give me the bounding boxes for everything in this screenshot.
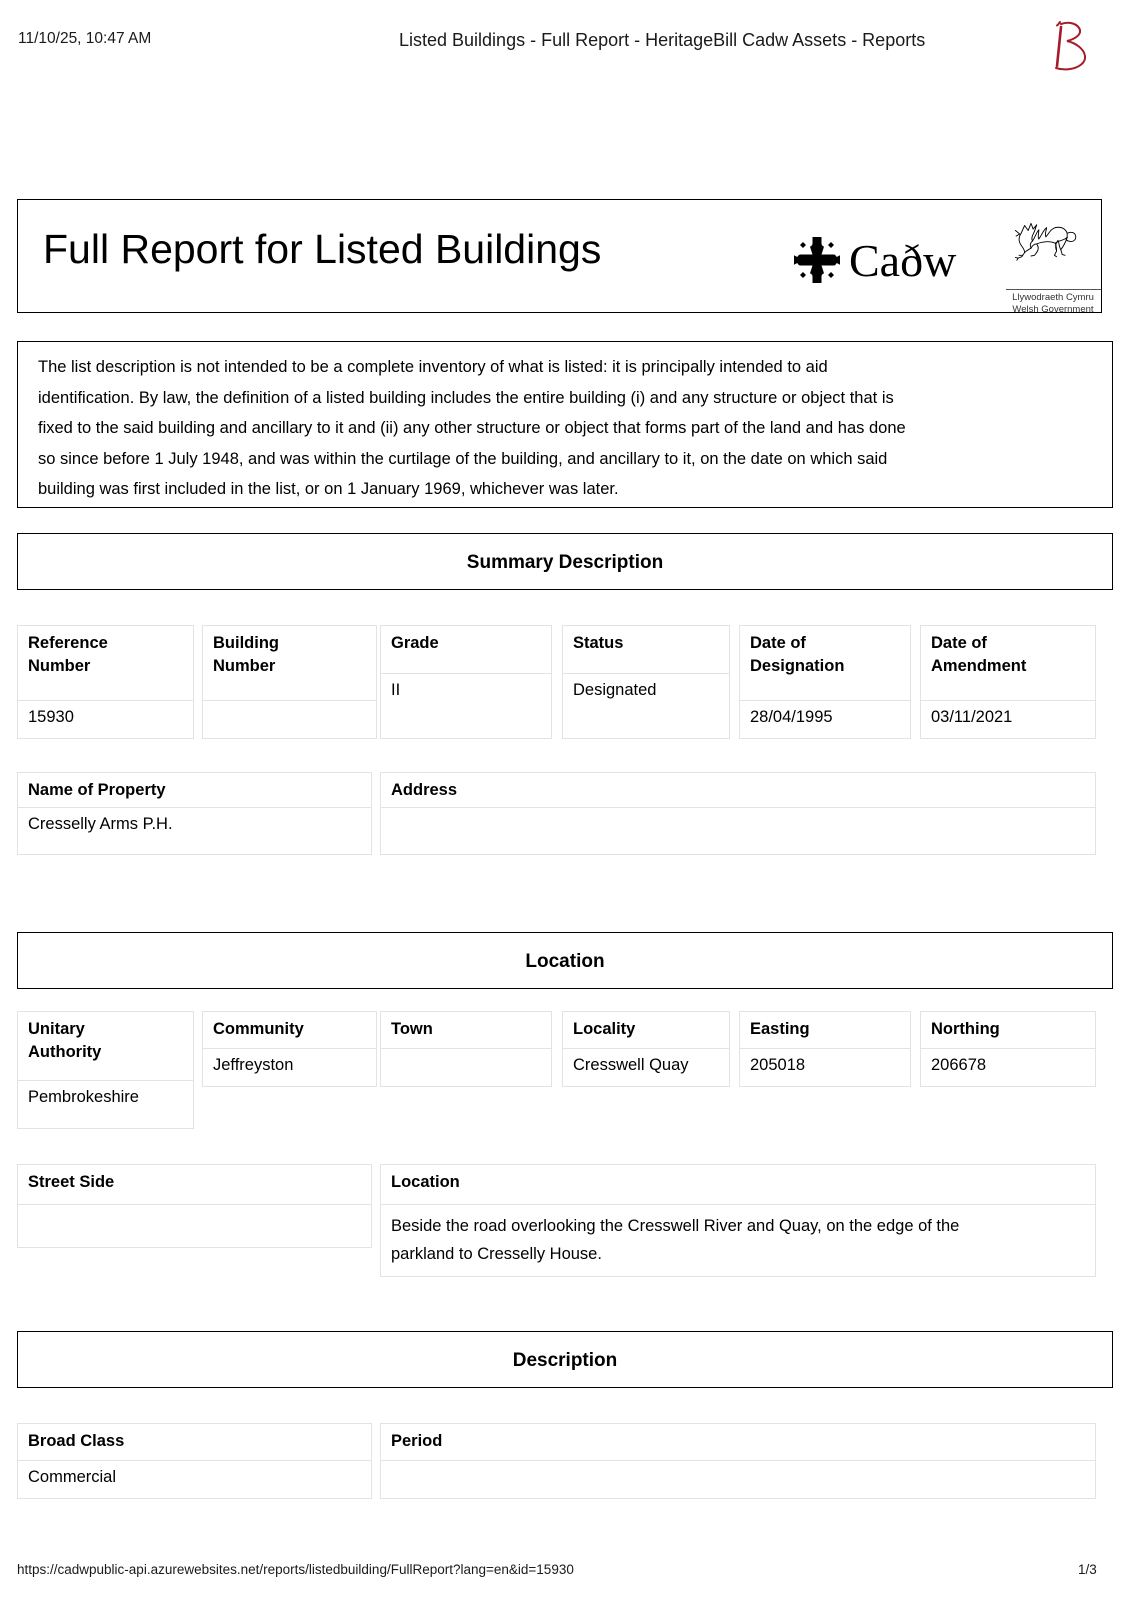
svg-text:Caðw: Caðw [849, 235, 957, 286]
